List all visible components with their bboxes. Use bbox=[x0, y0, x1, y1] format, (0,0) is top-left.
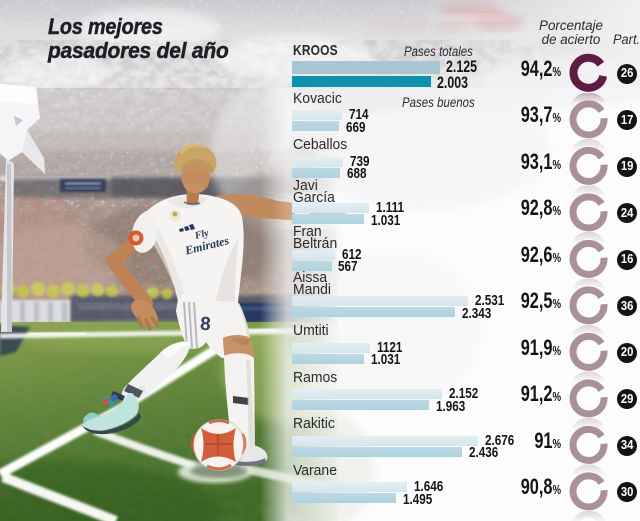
svg-text:Fly: Fly bbox=[193, 228, 211, 242]
svg-text:8: 8 bbox=[199, 314, 211, 336]
